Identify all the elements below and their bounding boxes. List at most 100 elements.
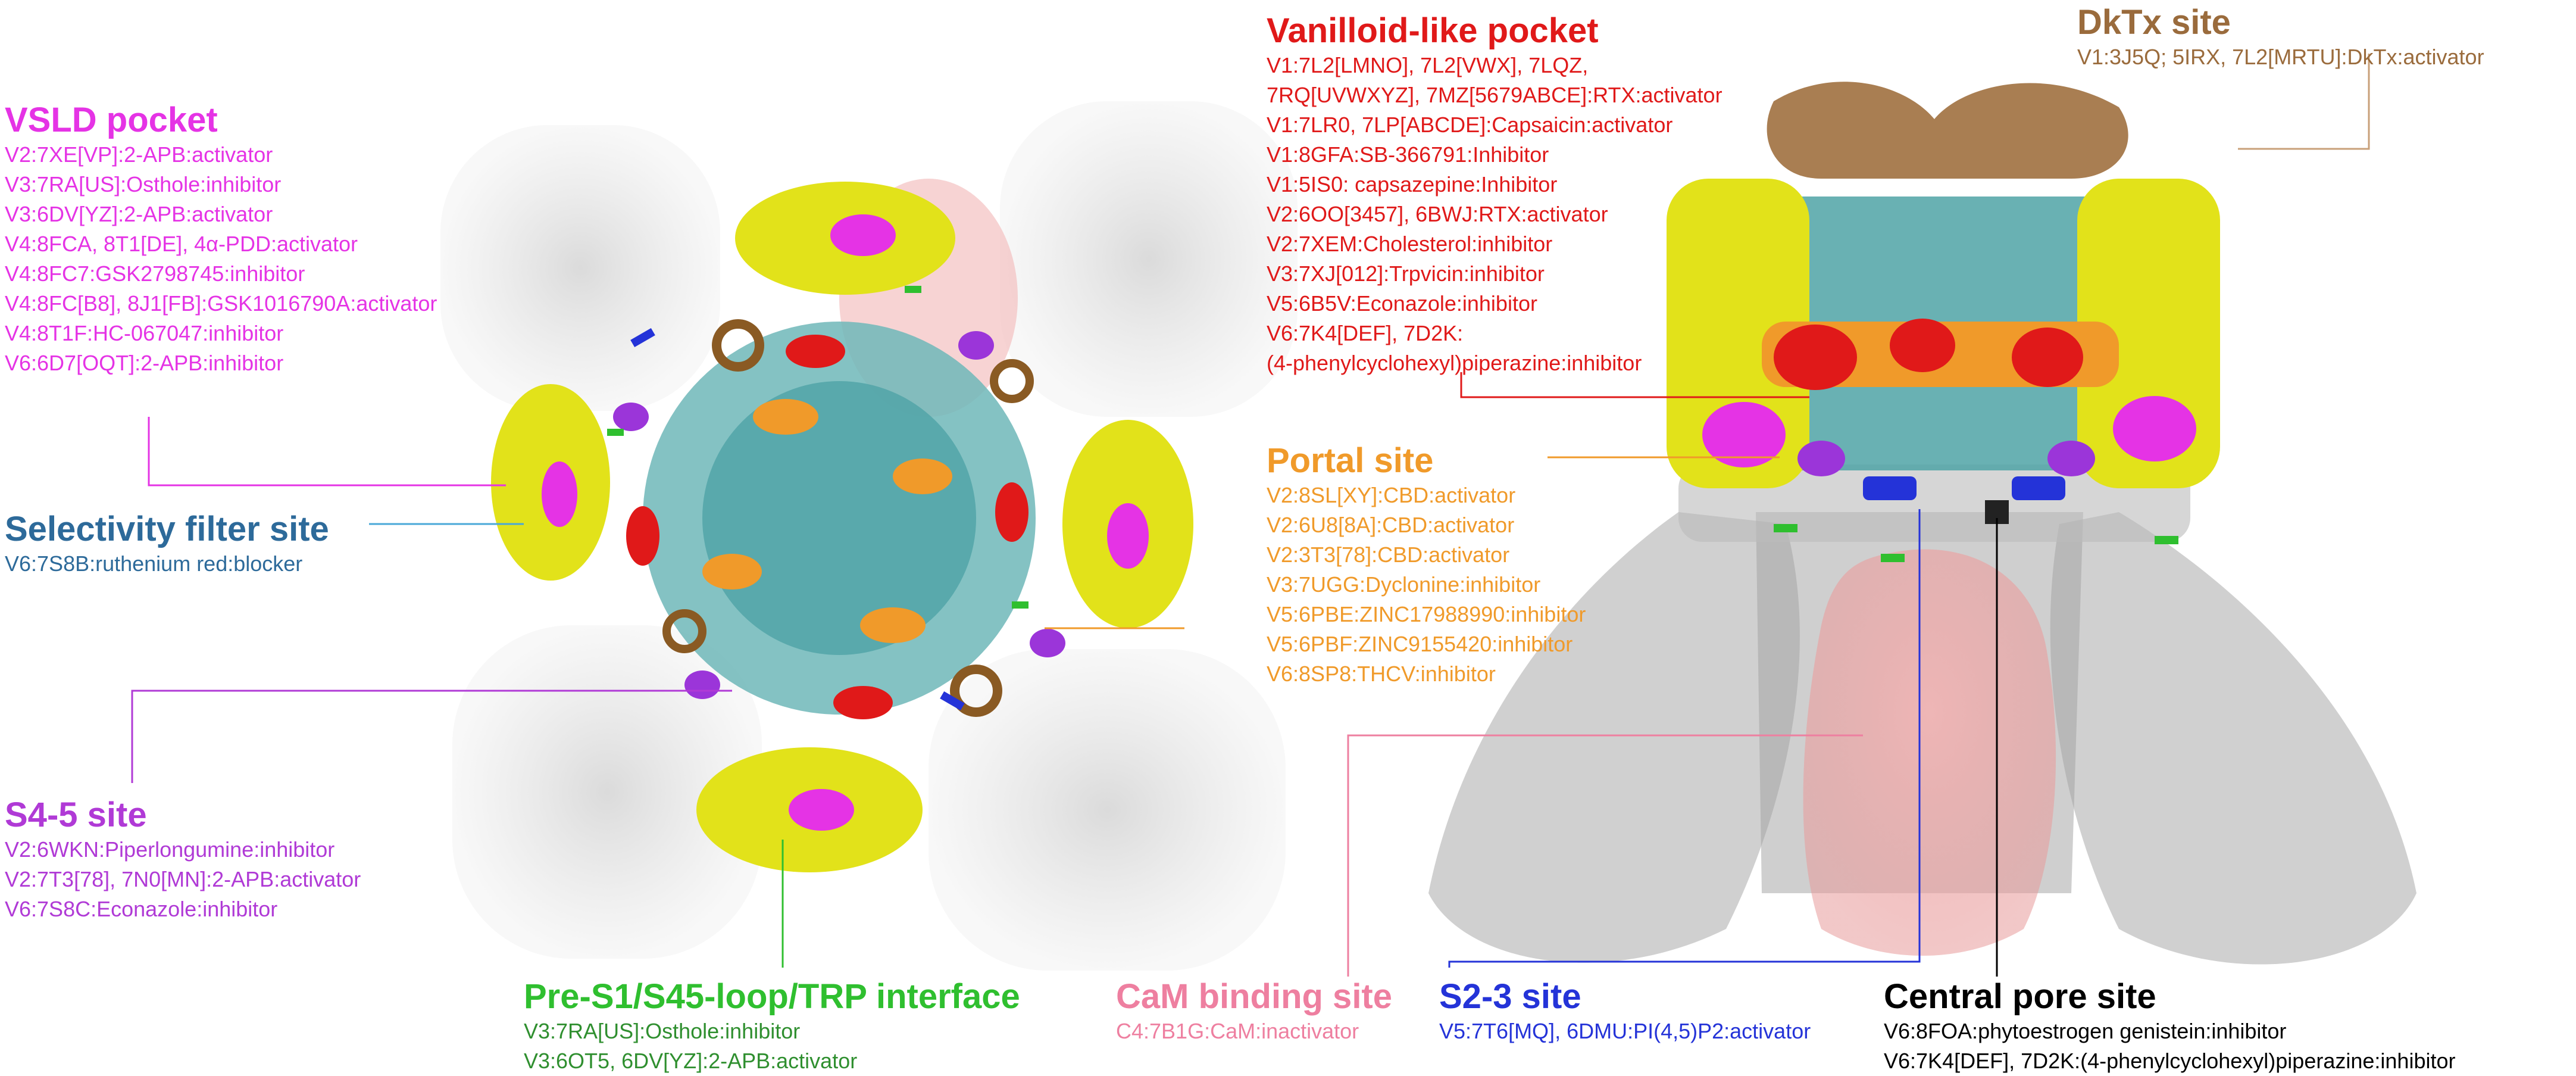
vanilloid-ligand-3 — [626, 506, 659, 566]
vsld-ligand-right — [1107, 503, 1149, 569]
vanilloid-line: (4-phenylcyclohexyl)piperazine:inhibitor — [1267, 351, 1642, 375]
s23-ligand-2 — [940, 691, 965, 711]
vanilloid-line: V6:7K4[DEF], 7D2K: — [1267, 321, 1464, 345]
portal-line: V2:3T3[78]:CBD:activator — [1267, 542, 1510, 567]
vanilloid-ligand-2 — [995, 482, 1028, 542]
s45-line: V6:7S8C:Econazole:inhibitor — [5, 897, 278, 921]
vanilloid-line: V1:8GFA:SB-366791:Inhibitor — [1267, 142, 1549, 167]
s45-title: S4-5 site — [5, 796, 147, 834]
s23-leader — [1448, 509, 1921, 968]
vanilloid-line: V5:6B5V:Econazole:inhibitor — [1267, 291, 1537, 316]
pre-s1-ligand-side-2 — [2155, 536, 2178, 544]
selectivity-line: V6:7S8B:ruthenium red:blocker — [5, 551, 303, 576]
gray-domain-se — [929, 649, 1286, 971]
cam-title: CaM binding site — [1116, 977, 1392, 1016]
pre-s1-line: V3:7RA[US]:Osthole:inhibitor — [524, 1019, 801, 1043]
portal-line: V6:8SP8:THCV:inhibitor — [1267, 662, 1496, 686]
central-annotation: Central pore site V6:8FOA:phytoestrogen … — [1884, 977, 2455, 1076]
pre-s1-ligand-2 — [1012, 601, 1028, 609]
pre-s1-line: V3:6OT5, 6DV[YZ]:2-APB:activator — [524, 1049, 858, 1073]
s45-ligand-4 — [1030, 629, 1065, 657]
selectivity-title: Selectivity filter site — [5, 510, 329, 548]
s45-line: V2:6WKN:Piperlongumine:inhibitor — [5, 837, 335, 862]
s23-ligand-side-2 — [2012, 476, 2065, 500]
s45-ligand-side-1 — [1797, 441, 1845, 476]
vsld-line: V3:7RA[US]:Osthole:inhibitor — [5, 172, 282, 197]
gray-domain-sw — [452, 625, 762, 959]
portal-title: Portal site — [1267, 441, 1434, 480]
vanilloid-leader — [1460, 372, 1809, 398]
s45-ligand-side-2 — [2047, 441, 2095, 476]
cam-line: C4:7B1G:CaM:inactivator — [1116, 1019, 1359, 1043]
cam-leader — [1347, 734, 1863, 977]
vanilloid-line: V1:7L2[LMNO], 7L2[VWX], 7LQZ, — [1267, 53, 1589, 77]
portal-ligand-2 — [893, 459, 952, 494]
vsld-ligand-top — [830, 214, 896, 256]
s45-annotation: S4-5 site V2:6WKN:Piperlongumine:inhibit… — [5, 795, 361, 924]
brown-loop-1 — [712, 319, 764, 372]
central-line: V6:7K4[DEF], 7D2K:(4-phenylcyclohexyl)pi… — [1884, 1049, 2456, 1073]
portal-ligand-3 — [702, 554, 762, 590]
top-view-structure — [440, 101, 1298, 971]
dktx-line: V1:3J5Q; 5IRX, 7L2[MRTU]:DkTx:activator — [2077, 45, 2484, 69]
s23-ligand-1 — [630, 328, 655, 348]
vanilloid-ligand-side-1 — [1774, 325, 1857, 390]
vanilloid-line: V3:7XJ[012]:Trpvicin:inhibitor — [1267, 261, 1545, 286]
vanilloid-line: V2:7XEM:Cholesterol:inhibitor — [1267, 232, 1553, 256]
vsld-line: V3:6DV[YZ]:2-APB:activator — [5, 202, 273, 226]
s45-line: V2:7T3[78], 7N0[MN]:2-APB:activator — [5, 867, 361, 891]
portal-line: V2:8SL[XY]:CBD:activator — [1267, 483, 1516, 507]
vanilloid-title: Vanilloid-like pocket — [1267, 11, 1599, 50]
s23-line: V5:7T6[MQ], 6DMU:PI(4,5)P2:activator — [1439, 1019, 1811, 1043]
portal-line: V2:6U8[8A]:CBD:activator — [1267, 513, 1515, 537]
vsld-line: V2:7XE[VP]:2-APB:activator — [5, 142, 273, 167]
brown-loop-3 — [662, 609, 706, 653]
cam-surface-side — [1803, 549, 2056, 956]
leader-lines — [131, 54, 2370, 977]
vsld-annotation: VSLD pocket V2:7XE[VP]:2-APB:activator V… — [5, 100, 437, 378]
vanilloid-ligand-side-3 — [2012, 328, 2083, 387]
vsld-ligand-left — [542, 461, 577, 527]
pre-s1-ligand-side-3 — [1774, 524, 1797, 532]
s23-ligand-side-1 — [1863, 476, 1917, 500]
selectivity-annotation: Selectivity filter site V6:7S8B:rutheniu… — [5, 509, 329, 579]
vsld-ligand-side-2 — [2113, 396, 2196, 461]
portal-line: V5:6PBE:ZINC17988990:inhibitor — [1267, 602, 1586, 626]
vsld-ligand-side-1 — [1702, 402, 1786, 467]
vanilloid-ligand-4 — [833, 686, 893, 719]
vsld-ligand-bottom — [789, 789, 854, 831]
s45-ligand-2 — [684, 670, 720, 699]
portal-annotation: Portal site V2:8SL[XY]:CBD:activator V2:… — [1267, 441, 1586, 689]
vanilloid-ligand-1 — [786, 335, 845, 368]
vanilloid-line: V2:6OO[3457], 6BWJ:RTX:activator — [1267, 202, 1608, 226]
gray-domain-ne — [1000, 101, 1298, 417]
portal-line: V3:7UGG:Dyclonine:inhibitor — [1267, 572, 1541, 597]
pre-s1-annotation: Pre-S1/S45-loop/TRP interface V3:7RA[US]… — [524, 977, 1020, 1076]
portal-ligand-4 — [860, 607, 926, 643]
gray-cytoplasmic-left — [1428, 512, 1800, 963]
dktx-annotation: DkTx site V1:3J5Q; 5IRX, 7L2[MRTU]:DkTx:… — [2077, 2, 2484, 72]
vsld-line: V4:8FCA, 8T1[DE], 4α-PDD:activator — [5, 232, 358, 256]
gray-domain-nw — [440, 125, 720, 411]
yellow-tm-left — [1667, 179, 1809, 488]
vsld-line: V6:6D7[OQT]:2-APB:inhibitor — [5, 351, 284, 375]
vsld-title: VSLD pocket — [5, 101, 218, 139]
cam-annotation: CaM binding site C4:7B1G:CaM:inactivator — [1116, 977, 1392, 1046]
vsld-leader — [148, 417, 506, 486]
s23-title: S2-3 site — [1439, 977, 1581, 1016]
vanilloid-line: V1:5IS0: capsazepine:Inhibitor — [1267, 172, 1558, 197]
vanilloid-annotation: Vanilloid-like pocket V1:7L2[LMNO], 7L2[… — [1267, 11, 1722, 378]
portal-line: V5:6PBF:ZINC9155420:inhibitor — [1267, 632, 1573, 656]
vsld-line: V4:8FC[B8], 8J1[FB]:GSK1016790A:activato… — [5, 291, 437, 316]
s45-ligand-1 — [613, 403, 649, 431]
s45-ligand-3 — [958, 331, 994, 360]
vanilloid-line: V1:7LR0, 7LP[ABCDE]:Capsaicin:activator — [1267, 113, 1673, 137]
gray-cytoplasmic-right — [2050, 512, 2416, 965]
pre-s1-ligand-3 — [905, 286, 921, 293]
brown-loop-4 — [990, 359, 1034, 403]
dktx-title: DkTx site — [2077, 3, 2231, 42]
central-line: V6:8FOA:phytoestrogen genistein:inhibito… — [1884, 1019, 2287, 1043]
s23-annotation: S2-3 site V5:7T6[MQ], 6DMU:PI(4,5)P2:act… — [1439, 977, 1811, 1046]
s45-leader — [131, 690, 732, 783]
